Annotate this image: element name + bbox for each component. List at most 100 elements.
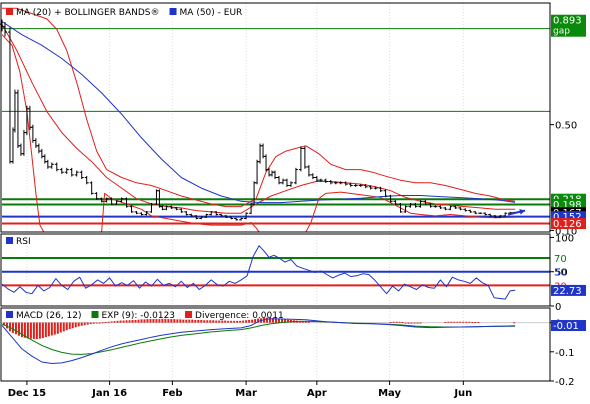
- rsi-ytick-label-0: 100: [555, 233, 574, 244]
- divergence-bar: [227, 320, 230, 323]
- divergence-bar: [230, 320, 233, 323]
- divergence-bar: [170, 319, 173, 323]
- divergence-bar: [62, 322, 65, 332]
- divergence-bar: [197, 319, 200, 323]
- macd-current-tag-bg: [551, 320, 586, 332]
- divergence-bar: [131, 319, 134, 323]
- divergence-bar: [277, 318, 280, 323]
- price-tag-0-sublabel: gap: [553, 27, 570, 37]
- macd-signal-line: [1, 320, 516, 355]
- divergence-bar: [453, 321, 456, 323]
- divergence-bar: [17, 322, 20, 336]
- macd-legend-swatch-0: [6, 311, 13, 318]
- divergence-bar: [161, 318, 164, 323]
- divergence-bar: [152, 319, 155, 323]
- macd-legend-label-0: MACD (26, 12): [16, 311, 82, 321]
- divergence-bar: [389, 322, 392, 324]
- divergence-bar: [233, 320, 236, 323]
- divergence-bar: [125, 320, 128, 323]
- divergence-bar: [257, 318, 260, 323]
- divergence-bar: [140, 319, 143, 323]
- divergence-bar: [137, 319, 140, 323]
- divergence-bar: [462, 321, 465, 323]
- divergence-bar: [416, 322, 419, 324]
- divergence-bar: [395, 321, 398, 323]
- price-tag-4-bg: [551, 211, 586, 223]
- divergence-bar: [89, 322, 92, 325]
- divergence-bar: [251, 319, 254, 323]
- divergence-bar: [200, 319, 203, 323]
- divergence-bar: [450, 321, 453, 323]
- price-legend-label-0: MA (20) + BOLLINGER BANDS®: [16, 8, 160, 18]
- divergence-bar: [32, 322, 35, 339]
- divergence-bar: [263, 317, 266, 323]
- price-tag-2-bg: [551, 198, 586, 210]
- divergence-bar: [44, 322, 47, 338]
- divergence-bar: [68, 322, 71, 330]
- value-tags-layer: 0.893gap0.2180.1980.1670.1520.12622.73-0…: [551, 14, 586, 332]
- macd-legend-swatch-1: [91, 311, 99, 318]
- divergence-bar: [447, 321, 450, 323]
- divergence-bar: [119, 320, 122, 323]
- divergence-bar: [410, 322, 413, 324]
- bollinger-upper-line: [2, 7, 516, 208]
- divergence-bar: [286, 319, 289, 323]
- macd-ytick-label-1: -0.1: [555, 348, 575, 359]
- macd-ytick-label-2: -0.2: [555, 377, 575, 388]
- divergence-bar: [272, 317, 275, 323]
- divergence-bar: [245, 320, 248, 323]
- divergence-bar: [128, 320, 131, 323]
- divergence-bar: [444, 322, 447, 324]
- divergence-bar: [307, 321, 310, 323]
- price-legend-swatch-1: [169, 8, 177, 15]
- divergence-bar: [266, 317, 269, 323]
- divergence-bar: [254, 319, 257, 323]
- divergence-bar: [134, 319, 137, 323]
- legend-layer: MA (20) + BOLLINGER BANDS® MA (50) - EUR R…: [6, 8, 284, 321]
- divergence-bar: [167, 319, 170, 323]
- divergence-bar: [283, 319, 286, 323]
- divergence-bar: [98, 322, 101, 324]
- price-legend-swatch-0: [6, 8, 13, 15]
- xtick-label-1: Jan 16: [91, 388, 127, 399]
- divergence-bar: [404, 322, 407, 324]
- ma50-line: [1, 21, 516, 204]
- divergence-bar: [407, 322, 410, 324]
- divergence-bar: [468, 321, 471, 323]
- divergence-bar: [474, 322, 477, 324]
- divergence-bar: [398, 321, 401, 323]
- divergence-bar: [182, 319, 185, 323]
- divergence-bar: [80, 322, 83, 326]
- divergence-bar: [194, 319, 197, 323]
- rsi-current-tag-bg: [551, 284, 586, 296]
- panel-frame-price: [0, 2, 551, 233]
- divergence-bar: [5, 322, 8, 329]
- divergence-bar: [53, 322, 56, 335]
- divergence-bar: [71, 322, 74, 329]
- divergence-bar: [173, 319, 176, 323]
- divergence-bar: [116, 320, 119, 323]
- price-tag-4-label: 0.152: [553, 212, 582, 223]
- divergence-bar: [456, 321, 459, 323]
- price-tag-0-bg: [551, 14, 586, 37]
- divergence-bar: [2, 322, 5, 326]
- divergence-bar: [29, 322, 32, 339]
- xtick-label-0: Dec 15: [8, 388, 46, 399]
- divergence-bar: [269, 317, 272, 323]
- divergence-bar: [56, 322, 59, 334]
- divergence-bar: [218, 320, 221, 323]
- divergence-bar: [74, 322, 77, 328]
- divergence-bar: [143, 319, 146, 323]
- divergence-bar: [110, 321, 113, 323]
- macd-line: [1, 318, 516, 364]
- price-ytick-label-1: 0.10: [555, 226, 577, 237]
- divergence-bar: [224, 320, 227, 323]
- divergence-bar: [215, 320, 218, 323]
- divergence-bar: [477, 322, 480, 324]
- rsi-level-label-1: 50: [554, 268, 567, 279]
- divergence-bar: [280, 319, 283, 323]
- xtick-label-2: Feb: [162, 388, 182, 399]
- divergence-bar: [107, 321, 110, 323]
